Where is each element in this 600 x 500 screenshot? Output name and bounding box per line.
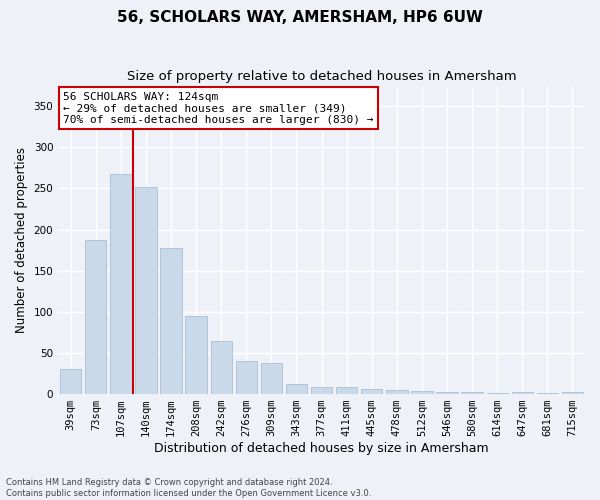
Text: Contains HM Land Registry data © Crown copyright and database right 2024.
Contai: Contains HM Land Registry data © Crown c…: [6, 478, 371, 498]
Bar: [60, 370, 82, 394]
Bar: [562, 392, 583, 394]
Bar: [185, 316, 207, 394]
Text: 56, SCHOLARS WAY, AMERSHAM, HP6 6UW: 56, SCHOLARS WAY, AMERSHAM, HP6 6UW: [117, 10, 483, 25]
Text: 56 SCHOLARS WAY: 124sqm
← 29% of detached houses are smaller (349)
70% of semi-d: 56 SCHOLARS WAY: 124sqm ← 29% of detache…: [64, 92, 374, 125]
Bar: [411, 391, 433, 394]
Bar: [85, 240, 106, 394]
Bar: [211, 340, 232, 394]
Bar: [311, 386, 332, 394]
Bar: [436, 392, 458, 394]
X-axis label: Distribution of detached houses by size in Amersham: Distribution of detached houses by size …: [154, 442, 489, 455]
Bar: [261, 363, 282, 394]
Title: Size of property relative to detached houses in Amersham: Size of property relative to detached ho…: [127, 70, 517, 83]
Bar: [110, 174, 131, 394]
Y-axis label: Number of detached properties: Number of detached properties: [15, 147, 28, 333]
Bar: [361, 389, 382, 394]
Bar: [286, 384, 307, 394]
Bar: [386, 390, 407, 394]
Bar: [512, 392, 533, 394]
Bar: [160, 248, 182, 394]
Bar: [461, 392, 483, 394]
Bar: [236, 361, 257, 394]
Bar: [136, 187, 157, 394]
Bar: [336, 386, 358, 394]
